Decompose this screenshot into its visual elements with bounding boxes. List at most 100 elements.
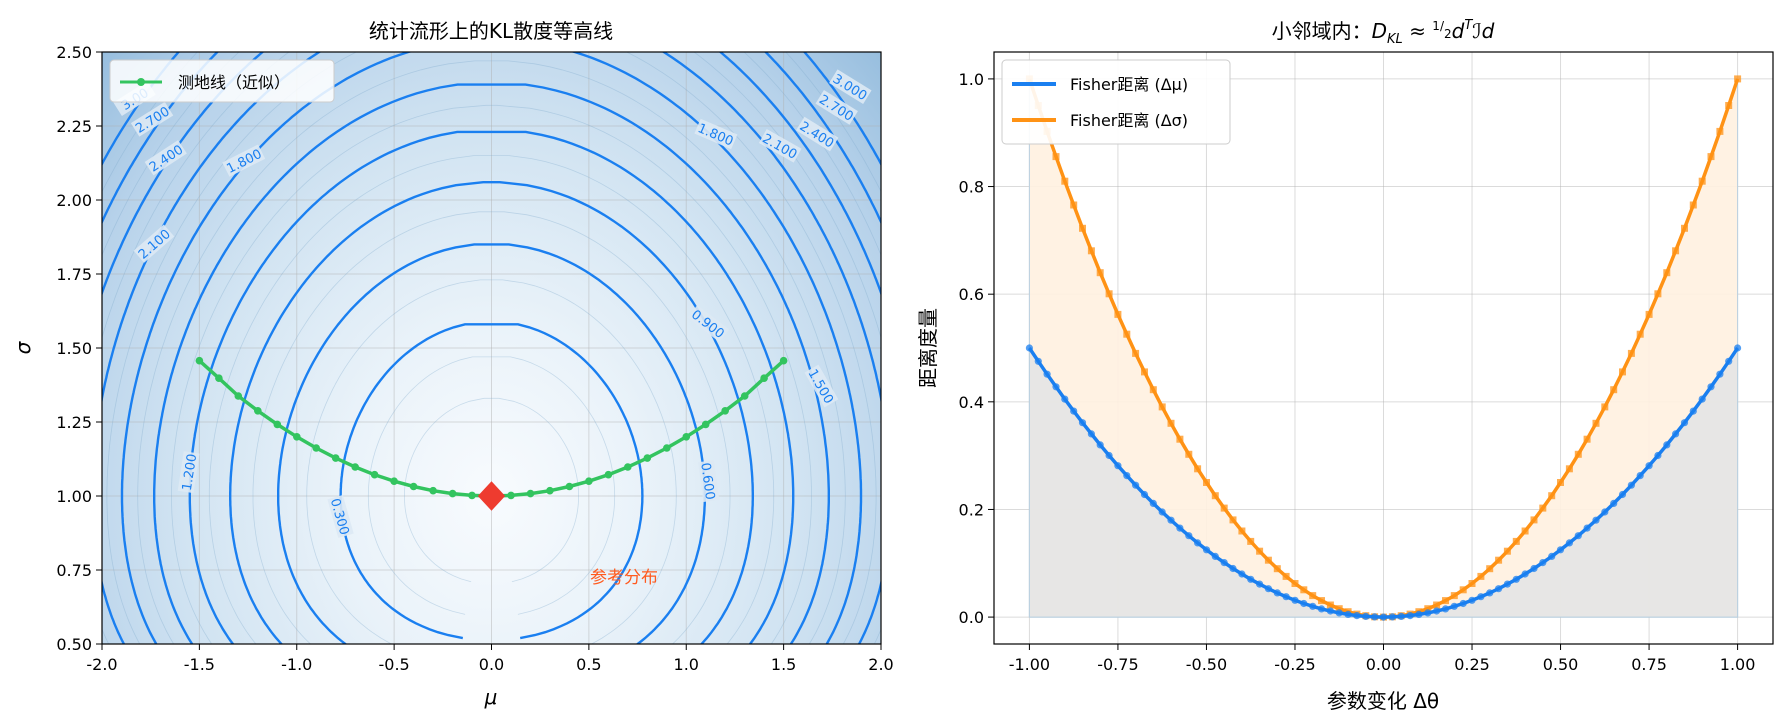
right-series-marker xyxy=(1052,153,1060,161)
left-contour-label-bg xyxy=(687,304,730,343)
left-filled-contour-edge xyxy=(137,60,846,644)
left-contour-label-bg xyxy=(829,69,872,104)
right-title-tail: ℐd xyxy=(1472,19,1494,43)
right-xlabel: 参数变化 Δθ xyxy=(1327,689,1439,713)
left-filled-contour-edge xyxy=(208,155,775,644)
right-xtick-label: 0.00 xyxy=(1366,655,1402,674)
left-ytick-label: 2.25 xyxy=(56,117,92,136)
geodesic-point xyxy=(701,420,710,429)
right-series-marker xyxy=(1141,368,1148,376)
right-chart: -1.00 -0.75 -0.50 -0.25 0.00 0.25 0.50 0.75 1.00… xyxy=(916,18,1774,713)
right-series-marker xyxy=(1362,612,1370,621)
geodesic-point xyxy=(293,433,301,441)
right-series-marker xyxy=(1318,597,1325,605)
left-xtick-label: 0.0 xyxy=(479,655,504,674)
left-contour-label-bg xyxy=(177,451,200,494)
right-series-marker xyxy=(1565,465,1573,473)
right-series-marker xyxy=(1256,580,1264,588)
left-contour-label-bg xyxy=(222,144,266,177)
right-series-marker xyxy=(1610,499,1618,507)
right-series-marker xyxy=(1282,572,1290,580)
right-series-marker xyxy=(1034,357,1042,365)
right-series-marker xyxy=(1264,556,1272,564)
right-ylabel: 距离度量 xyxy=(916,308,940,388)
left-xtick-label: 1.5 xyxy=(771,655,796,674)
right-title-sup: T xyxy=(1464,18,1473,33)
geodesic-point xyxy=(740,392,749,400)
left-contour-label-bg xyxy=(804,364,839,408)
right-ytick-label: 0.0 xyxy=(959,608,984,627)
geodesic-point xyxy=(546,486,554,495)
right-ytick-label: 1.0 xyxy=(959,70,984,89)
right-series-marker xyxy=(1636,472,1644,480)
right-series-marker xyxy=(1326,607,1334,615)
right-series-marker xyxy=(1512,575,1520,583)
right-series-marker xyxy=(1220,559,1228,567)
geodesic-point xyxy=(682,433,691,441)
right-series-marker xyxy=(1654,290,1662,298)
legend-geodesic-marker xyxy=(137,78,145,86)
right-xtick-label: -0.75 xyxy=(1097,655,1138,674)
right-series-marker xyxy=(1211,552,1219,561)
right-series-marker xyxy=(1645,462,1653,470)
left-xtick-label: -0.5 xyxy=(379,655,410,674)
right-series-marker xyxy=(1335,605,1343,613)
right-series-marker xyxy=(1105,290,1113,298)
right-series-marker xyxy=(1548,492,1556,500)
right-series-marker xyxy=(1698,177,1706,185)
geodesic-point xyxy=(253,407,262,415)
right-series-marker xyxy=(1397,612,1405,621)
right-series xyxy=(1025,75,1742,621)
left-xtick-label: 2.0 xyxy=(868,655,893,674)
right-series-marker xyxy=(1601,508,1609,516)
left-filled-contour-edge xyxy=(252,211,731,644)
left-ytick-label: 0.50 xyxy=(56,635,92,654)
right-series-marker xyxy=(1256,547,1264,555)
right-series-marker xyxy=(1194,539,1202,547)
right-series-marker xyxy=(1176,435,1184,443)
right-series-marker xyxy=(1424,605,1432,613)
right-series-marker xyxy=(1247,575,1255,583)
geodesic-point xyxy=(604,470,613,479)
right-xtick-label: 0.75 xyxy=(1631,655,1667,674)
right-series-marker xyxy=(1433,607,1441,615)
right-series-marker xyxy=(1654,451,1662,460)
right-series-marker xyxy=(1415,610,1423,619)
geodesic-point xyxy=(663,444,671,452)
right-series-marker xyxy=(1707,383,1715,391)
right-series-marker xyxy=(1079,224,1086,232)
right-legend: Fisher距离 (Δμ) Fisher距离 (Δσ) xyxy=(1001,59,1231,145)
left-filled-contour-edge xyxy=(404,397,579,583)
right-series-marker xyxy=(1583,524,1591,532)
left-contour-label-text: 1.200 xyxy=(180,453,200,492)
right-series-marker xyxy=(1132,349,1140,357)
right-ytick-label: 0.2 xyxy=(959,500,984,519)
reference-point xyxy=(477,481,506,511)
left-contour-label-bg xyxy=(327,495,354,538)
left-legend-box xyxy=(109,59,335,103)
right-series-marker xyxy=(1167,516,1175,524)
right-series-marker xyxy=(1379,613,1388,621)
right-series-marker xyxy=(1229,564,1237,573)
left-xtick-label: -2.0 xyxy=(86,655,117,674)
right-series-marker xyxy=(1070,407,1078,415)
right-series-marker xyxy=(1300,586,1308,594)
right-series-marker xyxy=(1335,609,1343,617)
right-series-marker xyxy=(1132,481,1140,489)
left-ticks: -2.0 -1.5 -1.0 -0.5 0.0 0.5 1.0 1.5 2.0 0.50 0.75 1… xyxy=(56,43,893,674)
right-series-marker xyxy=(1273,565,1281,573)
right-series-marker xyxy=(1433,601,1441,609)
right-series-marker xyxy=(1238,527,1246,535)
right-series-marker xyxy=(1521,527,1529,535)
left-contour-label-bg xyxy=(130,101,174,137)
geodesic-point xyxy=(429,486,437,495)
right-series-marker xyxy=(1468,596,1476,604)
left-ytick-label: 0.75 xyxy=(56,561,92,580)
right-series-marker xyxy=(1601,403,1609,411)
geodesic-point xyxy=(409,482,418,491)
left-ytick-label: 1.50 xyxy=(56,339,92,358)
right-series-marker xyxy=(1061,395,1069,403)
left-ytick-label: 1.25 xyxy=(56,413,92,432)
right-series-marker xyxy=(1140,490,1149,499)
right-series-marker xyxy=(1096,441,1104,449)
